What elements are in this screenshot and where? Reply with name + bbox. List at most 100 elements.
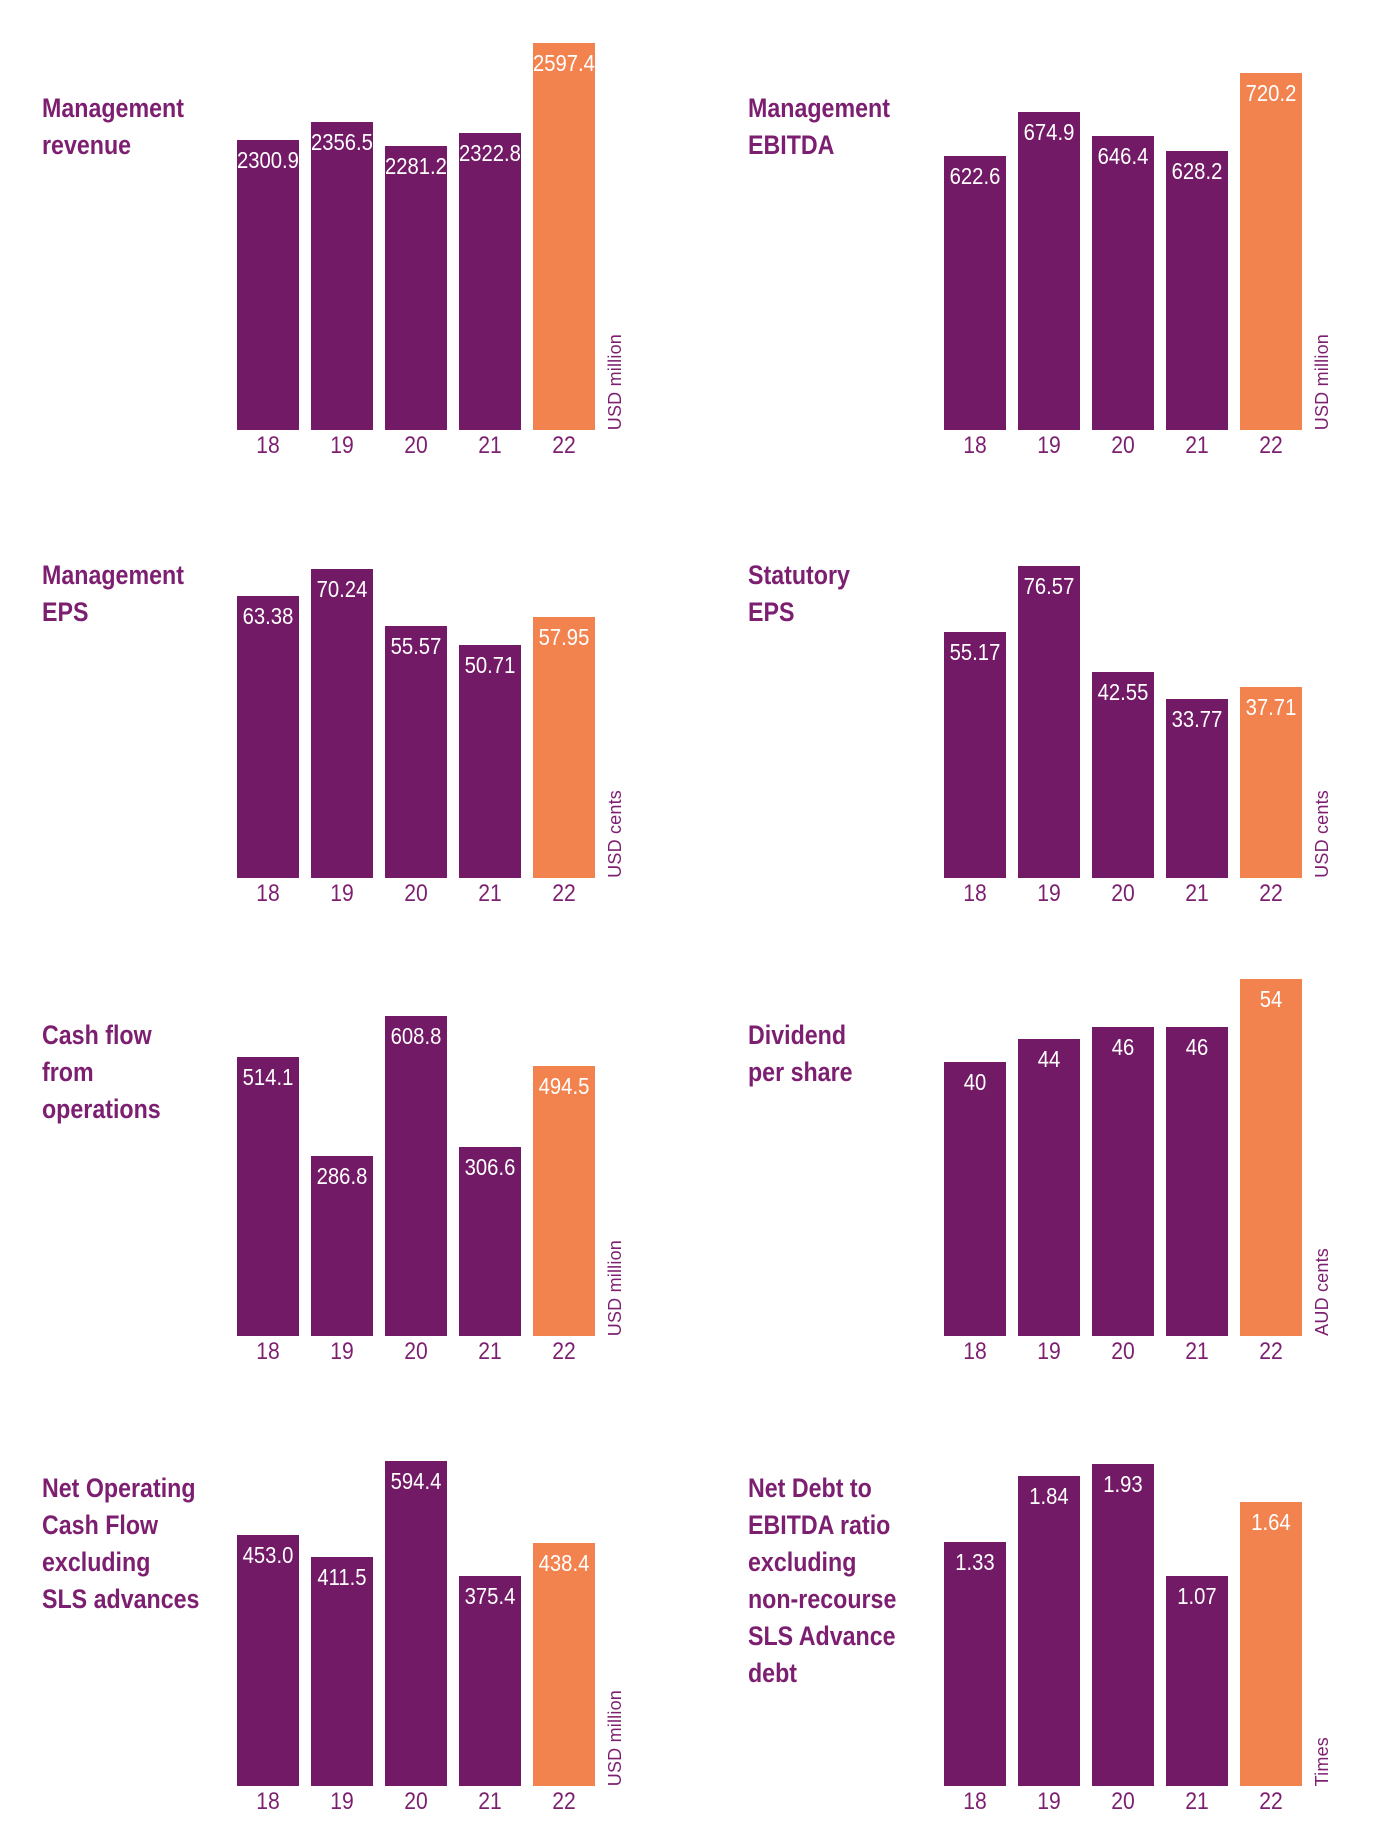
- bar-19: 411.5: [311, 1556, 373, 1786]
- chart-title: Net Operating Cash Flow excluding SLS ad…: [42, 1473, 200, 1614]
- bar-19: 674.9: [1018, 111, 1080, 430]
- x-tick: 22: [552, 880, 576, 907]
- x-tick: 18: [963, 432, 987, 459]
- bar-value-label: 1.07: [1177, 1582, 1217, 1609]
- bar-plot: 55.17 76.57 42.55 33.77 37.71: [944, 566, 1302, 878]
- x-axis: 18 19 20 21 22: [944, 1788, 1302, 1816]
- chart-net-operating-cash-flow: Net Operating Cash Flow excluding SLS ad…: [0, 1370, 700, 1843]
- bar-19: 1.84: [1018, 1475, 1080, 1786]
- bar-21: 2322.8: [459, 132, 521, 430]
- x-tick: 18: [963, 1788, 987, 1815]
- chart-management-ebitda: Management EBITDA 622.6 674.9 646.4 628.2 72…: [700, 0, 1400, 465]
- bar-value-label: 40: [963, 1069, 987, 1096]
- x-tick: 22: [552, 1788, 576, 1815]
- x-tick: 20: [404, 880, 428, 907]
- bar-20: 42.55: [1092, 671, 1154, 878]
- x-tick: 20: [404, 1338, 428, 1365]
- bar-19: 44: [1018, 1038, 1080, 1336]
- bar-plot: 622.6 674.9 646.4 628.2 720.2: [944, 73, 1302, 430]
- bar-20: 46: [1092, 1026, 1154, 1336]
- y-axis-unit: USD cents: [1312, 790, 1332, 878]
- chart-cash-flow-from-operations: Cash flow from operations 514.1 286.8 608.…: [0, 912, 700, 1370]
- x-tick: 19: [1037, 1338, 1061, 1365]
- x-tick: 18: [256, 880, 280, 907]
- bar-20: 1.93: [1092, 1464, 1154, 1786]
- bar-value-label: 1.33: [955, 1548, 995, 1575]
- x-axis: 18 19 20 21 22: [237, 1788, 595, 1816]
- x-tick: 20: [1111, 880, 1135, 907]
- x-tick: 19: [330, 432, 354, 459]
- bar-20: 608.8: [385, 1016, 447, 1336]
- x-tick: 19: [1037, 880, 1061, 907]
- bar-22: 57.95: [533, 616, 595, 878]
- x-axis: 18 19 20 21 22: [944, 1338, 1302, 1366]
- x-tick: 21: [1185, 1338, 1209, 1365]
- x-tick: 22: [1259, 432, 1283, 459]
- bar-value-label: 57.95: [538, 623, 590, 650]
- bar-plot: 40 44 46 46 54: [944, 979, 1302, 1336]
- bar-18: 1.33: [944, 1541, 1006, 1786]
- bar-value-label: 2281.2: [385, 153, 447, 180]
- bar-19: 2356.5: [311, 121, 373, 430]
- bar-18: 55.17: [944, 632, 1006, 878]
- bar-value-label: 55.57: [390, 633, 442, 660]
- bar-22: 54: [1240, 979, 1302, 1336]
- x-tick: 18: [256, 1338, 280, 1365]
- x-axis: 18 19 20 21 22: [237, 880, 595, 908]
- bar-value-label: 42.55: [1097, 678, 1149, 705]
- bar-value-label: 55.17: [949, 639, 1001, 666]
- bar-19: 70.24: [311, 569, 373, 878]
- bar-19: 286.8: [311, 1156, 373, 1336]
- x-axis: 18 19 20 21 22: [944, 432, 1302, 460]
- x-tick: 18: [256, 1788, 280, 1815]
- bar-value-label: 674.9: [1023, 118, 1075, 145]
- bar-plot: 63.38 70.24 55.57 50.71 57.95: [237, 569, 595, 878]
- chart-management-eps: Management EPS 63.38 70.24 55.57 50.71 57.95…: [0, 465, 700, 912]
- x-tick: 22: [1259, 880, 1283, 907]
- bar-value-label: 514.1: [242, 1064, 294, 1091]
- x-axis: 18 19 20 21 22: [237, 1338, 595, 1366]
- bar-plot: 453.0 411.5 594.4 375.4 438.4: [237, 1461, 595, 1786]
- bar-19: 76.57: [1018, 566, 1080, 878]
- bar-value-label: 720.2: [1245, 80, 1297, 106]
- bar-value-label: 37.71: [1245, 693, 1297, 720]
- x-tick: 18: [256, 432, 280, 459]
- bar-value-label: 70.24: [316, 576, 368, 602]
- y-axis-unit: USD million: [605, 1239, 625, 1336]
- y-axis-unit: USD million: [1312, 333, 1332, 430]
- bar-value-label: 33.77: [1171, 705, 1223, 732]
- bar-21: 33.77: [1166, 698, 1228, 878]
- bar-value-label: 1.84: [1029, 1482, 1069, 1509]
- bar-18: 453.0: [237, 1535, 299, 1786]
- x-tick: 22: [552, 1338, 576, 1365]
- chart-title: Statutory EPS: [748, 560, 850, 627]
- bar-18: 2300.9: [237, 139, 299, 430]
- bar-value-label: 63.38: [242, 602, 294, 629]
- chart-statutory-eps: Statutory EPS 55.17 76.57 42.55 33.77 37.71 …: [700, 465, 1400, 912]
- y-axis-unit: USD million: [605, 333, 625, 430]
- bar-value-label: 1.64: [1251, 1508, 1291, 1535]
- bar-18: 63.38: [237, 595, 299, 878]
- bar-value-label: 594.4: [390, 1468, 442, 1494]
- bar-value-label: 628.2: [1171, 158, 1223, 185]
- bar-value-label: 608.8: [390, 1023, 442, 1049]
- bar-22: 2597.4: [533, 43, 595, 430]
- bar-20: 2281.2: [385, 146, 447, 430]
- x-tick: 21: [478, 1788, 502, 1815]
- x-tick: 20: [404, 1788, 428, 1815]
- bar-plot: 514.1 286.8 608.8 306.6 494.5: [237, 1016, 595, 1336]
- bar-21: 628.2: [1166, 151, 1228, 430]
- bar-22: 37.71: [1240, 686, 1302, 878]
- bar-21: 306.6: [459, 1147, 521, 1336]
- x-tick: 21: [478, 432, 502, 459]
- x-tick: 21: [478, 880, 502, 907]
- x-tick: 21: [1185, 880, 1209, 907]
- bar-value-label: 2356.5: [311, 128, 373, 155]
- bar-value-label: 622.6: [949, 162, 1001, 189]
- bar-value-label: 286.8: [316, 1163, 368, 1190]
- bar-18: 40: [944, 1062, 1006, 1336]
- x-tick: 18: [963, 880, 987, 907]
- bar-value-label: 76.57: [1023, 573, 1075, 599]
- bar-value-label: 50.71: [464, 652, 516, 679]
- x-tick: 21: [1185, 1788, 1209, 1815]
